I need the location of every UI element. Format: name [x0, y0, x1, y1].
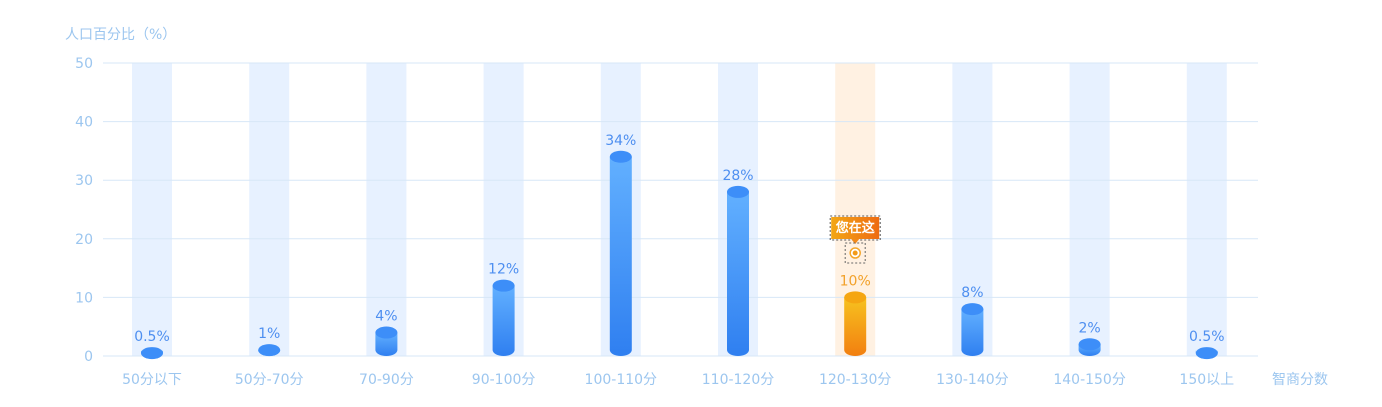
bar	[609, 150, 632, 356]
x-tick-label: 50分-70分	[235, 372, 304, 388]
y-axis-ticks: 0 10 20 30 40 50	[75, 56, 93, 365]
bar-value-label: 28%	[722, 168, 753, 184]
y-tick-label: 0	[84, 349, 93, 365]
bar-body	[609, 156, 632, 356]
bar	[1078, 338, 1101, 356]
y-tick-label: 40	[75, 115, 93, 131]
marker-dot-outline	[844, 242, 866, 264]
bar-body	[727, 191, 749, 356]
column-band	[1069, 63, 1110, 356]
bar-body	[492, 285, 515, 356]
bar-cap	[258, 344, 281, 357]
bar	[375, 326, 398, 356]
x-tick-label: 70-90分	[359, 372, 414, 388]
y-tick-label: 50	[75, 56, 93, 72]
bar	[844, 291, 867, 356]
x-tick-label: 150以上	[1179, 372, 1234, 388]
column-band	[366, 63, 407, 356]
marker-pointer	[851, 239, 860, 244]
bar	[141, 347, 163, 360]
y-axis-title: 人口百分比（%）	[65, 27, 176, 43]
marker-outline	[829, 215, 881, 241]
bar-value-label: 10%	[840, 273, 871, 289]
marker-label: 您在这	[836, 220, 875, 236]
gridlines	[103, 62, 1258, 357]
bar-cap	[609, 150, 632, 163]
bar-cap	[961, 303, 984, 316]
y-tick-label: 20	[75, 232, 93, 248]
bar-cap	[1078, 338, 1101, 351]
marker-dot-inner	[852, 250, 858, 256]
bar-cap	[1195, 347, 1218, 360]
bar-value-label: 1%	[258, 326, 280, 342]
bar-value-label: 4%	[375, 309, 397, 325]
bar-value-label: 0.5%	[1189, 329, 1225, 345]
you-are-here-marker: 您在这	[829, 215, 881, 264]
bar-cap	[141, 347, 163, 360]
bar-value-label: 34%	[605, 133, 636, 149]
bar-cap	[727, 185, 749, 198]
x-tick-label: 90-100分	[472, 372, 536, 388]
x-tick-label: 140-150分	[1053, 372, 1126, 388]
bar-cap	[492, 279, 515, 292]
bar-body	[961, 309, 984, 356]
column-band	[132, 63, 172, 356]
column-band	[1186, 63, 1227, 356]
bar-value-label: 8%	[961, 285, 983, 301]
x-tick-label: 130-140分	[936, 372, 1009, 388]
bar-value-label: 0.5%	[134, 329, 170, 345]
bar-cap	[375, 326, 398, 339]
x-tick-label: 50分以下	[122, 372, 182, 388]
bar-body	[375, 332, 398, 356]
x-axis-title: 智商分数	[1272, 372, 1328, 388]
y-tick-label: 10	[75, 290, 93, 306]
bar-cap	[844, 291, 867, 304]
y-tick-label: 30	[75, 173, 93, 189]
bar-body	[844, 297, 867, 356]
x-tick-label: 100-110分	[585, 372, 658, 388]
bars	[141, 150, 1218, 360]
bar	[727, 185, 749, 356]
bar	[492, 279, 515, 356]
bar-value-label: 2%	[1078, 320, 1100, 336]
column-bands	[132, 63, 1227, 356]
bar-value-label: 12%	[488, 262, 519, 278]
x-tick-label: 120-130分	[819, 372, 892, 388]
value-labels: 0.5% 1% 4% 12% 34% 28% 10% 8% 2% 0.5%	[134, 133, 1224, 345]
bar	[961, 303, 984, 356]
column-band	[249, 63, 290, 356]
x-axis-labels: 50分以下 50分-70分 70-90分 90-100分 100-110分 110-120…	[122, 372, 1234, 388]
bar	[1195, 347, 1218, 360]
bar	[258, 344, 281, 357]
x-tick-label: 110-120分	[702, 372, 775, 388]
marker-badge	[831, 217, 880, 239]
